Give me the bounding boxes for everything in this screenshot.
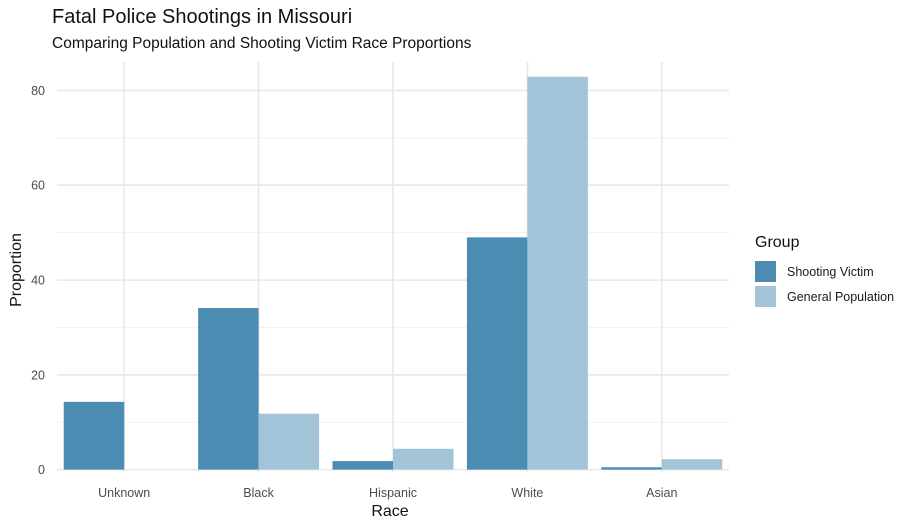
bar-general-population-black [259, 414, 319, 470]
legend-item-general-population: General Population [755, 284, 894, 309]
x-tick-label: Unknown [98, 486, 150, 500]
bar-shooting-victim-hispanic [333, 461, 393, 470]
legend-title: Group [755, 234, 894, 252]
bar-shooting-victim-white [467, 237, 527, 469]
bar-shooting-victim-unknown [64, 402, 124, 470]
x-tick-label: White [511, 486, 543, 500]
x-tick-label: Asian [646, 486, 677, 500]
bar-general-population-white [527, 77, 587, 470]
x-tick-label: Hispanic [369, 486, 417, 500]
y-axis-title: Proportion [8, 233, 25, 307]
y-tick-label: 80 [31, 84, 45, 98]
y-tick-labels: 0 20 40 60 80 [31, 84, 45, 477]
bar-general-population-asian [662, 459, 722, 469]
legend-swatch [755, 286, 776, 307]
y-tick-label: 40 [31, 274, 45, 288]
bar-shooting-victim-black [198, 308, 258, 470]
x-axis-title: Race [371, 503, 408, 520]
legend: Group Shooting Victim General Population [755, 234, 894, 309]
legend-swatch [755, 261, 776, 282]
legend-item-shooting-victim: Shooting Victim [755, 259, 894, 284]
x-tick-labels: Unknown Black Hispanic White Asian [98, 486, 677, 500]
x-tick-label: Black [243, 486, 274, 500]
y-tick-label: 0 [38, 463, 45, 477]
legend-label: Shooting Victim [787, 265, 874, 279]
bar-shooting-victim-asian [601, 467, 661, 469]
y-tick-label: 60 [31, 179, 45, 193]
legend-label: General Population [787, 290, 894, 304]
major-gridlines [57, 62, 729, 472]
y-tick-label: 20 [31, 368, 45, 382]
bar-general-population-hispanic [393, 449, 453, 470]
